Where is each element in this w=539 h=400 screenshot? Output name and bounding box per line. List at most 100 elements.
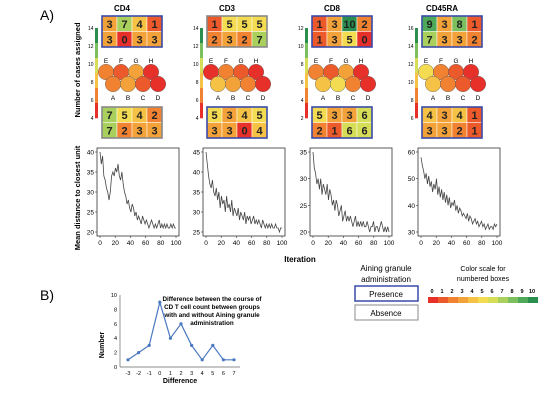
data-point (211, 343, 215, 347)
circle-top-label: E (104, 58, 109, 65)
y-tick-label: 25 (87, 210, 95, 217)
colorbar-segment (200, 43, 203, 59)
x-tick-label: 0 (98, 240, 102, 247)
bottom-grid-value: 7 (106, 125, 112, 137)
bottom-grid-border (421, 106, 483, 139)
circle-bottom-label: B (231, 95, 235, 102)
data-point (168, 336, 172, 340)
circle-bottom-label: B (336, 95, 340, 102)
top-grid-value: 4 (136, 19, 143, 31)
top-grid-value: 0 (121, 34, 127, 46)
series-line (420, 157, 498, 231)
colorbar-tick-label: 14 (88, 26, 94, 32)
color-scale-tick: 5 (480, 289, 483, 295)
colorbar-segment (200, 103, 203, 119)
colorbar-tick-label: 12 (298, 26, 304, 32)
colorbar-tick-label: 10 (408, 80, 414, 86)
som-node-circle (425, 75, 442, 92)
top-grid-value: 1 (316, 34, 322, 46)
y-tick-label: 35 (87, 170, 95, 177)
colorbar-tick-label: 6 (301, 80, 304, 86)
bottom-grid-value: 2 (121, 125, 127, 137)
top-grid-value: 8 (456, 19, 462, 31)
colorbar-tick-label: 14 (408, 44, 414, 50)
top-grid-border (421, 15, 483, 48)
top-grid-value: 5 (241, 19, 247, 31)
som-panel-title: CD45RA (426, 4, 458, 13)
som-node-circle (463, 63, 480, 80)
color-scale-tick: 6 (490, 289, 493, 295)
color-scale-tick: 8 (510, 289, 513, 295)
iteration-chart-cd3: 25 30 35 40 45 0 20 40 60 80 100 (193, 147, 288, 247)
colorbar-segment (305, 28, 308, 44)
colorbar-segment (95, 73, 98, 89)
series-line (205, 151, 282, 234)
y-tick-label: 40 (408, 203, 416, 210)
color-scale-tick: 0 (430, 289, 433, 295)
top-grid-value: 3 (441, 19, 447, 31)
y-tick-label: 20 (87, 230, 95, 237)
som-node-circle (254, 75, 271, 92)
color-scale-segment (518, 297, 528, 303)
legend-presence-box (354, 285, 419, 302)
data-point (158, 300, 162, 304)
bottom-grid-value: 2 (456, 125, 462, 137)
circle-top-label: E (424, 58, 429, 65)
colorbar-tick-label: 6 (196, 98, 199, 104)
colorbar-tick-label: 4 (196, 116, 199, 122)
y-tick-label: 45 (193, 150, 201, 157)
color-scale-title-line1: Color scale for (460, 266, 506, 273)
top-grid-value: 2 (471, 34, 477, 46)
circle-bottom-label: D (261, 95, 266, 102)
som-node-circle (239, 75, 256, 92)
color-scale-title-line2: numbered boxes (457, 276, 510, 283)
legend-absence-box (354, 304, 419, 321)
x-tick-label: 20 (218, 240, 226, 247)
panel-label-b: B) (40, 287, 54, 303)
top-grid-value: 3 (106, 34, 112, 46)
colorbar-segment (415, 43, 418, 59)
bottom-grid-value: 1 (471, 125, 477, 137)
circle-bottom-label: A (111, 95, 116, 102)
bottom-grid-value: 3 (211, 125, 217, 137)
colorbar-segment (200, 58, 203, 74)
top-grid-value: 3 (441, 34, 447, 46)
som-node-circle (134, 75, 151, 92)
top-grid-value: 9 (426, 19, 432, 31)
circle-top-label: G (453, 58, 458, 65)
bottom-grid-border (101, 106, 163, 139)
circle-top-label: E (314, 58, 319, 65)
color-scale-tick: 9 (520, 289, 523, 295)
x-tick-label: 60 (355, 240, 363, 247)
x-tick-label: 4 (201, 371, 204, 377)
bottom-grid-value: 5 (211, 110, 217, 122)
panel-label-a: A) (40, 7, 54, 23)
som-node-circle (315, 75, 332, 92)
x-tick-label: 80 (157, 240, 165, 247)
circle-bottom-label: D (366, 95, 371, 102)
x-tick-label: 5 (211, 371, 214, 377)
color-scale-segment (478, 297, 488, 303)
bottom-grid-value: 1 (331, 125, 337, 137)
som-node-circle (149, 75, 166, 92)
top-grid-value: 5 (256, 19, 262, 31)
x-tick-label: 40 (233, 240, 241, 247)
som-node-circle (360, 75, 377, 92)
top-grid-value: 3 (226, 34, 232, 46)
circle-bottom-label: C (461, 95, 466, 102)
colorbar-segment (305, 58, 308, 74)
x-tick-label: -2 (136, 371, 141, 377)
circle-bottom-label: B (446, 95, 450, 102)
bottom-grid-value: 3 (426, 125, 432, 137)
colorbar-tick-label: 8 (411, 98, 414, 104)
color-scale-segment (448, 297, 458, 303)
legend-presence-label: Presence (369, 290, 403, 299)
som-node-circle (142, 63, 159, 80)
colorbar-tick-label: 12 (408, 62, 414, 68)
som-node-circle (119, 75, 136, 92)
x-tick-label: -3 (126, 371, 131, 377)
x-tick-label: 80 (263, 240, 271, 247)
colorbar-segment (200, 88, 203, 104)
